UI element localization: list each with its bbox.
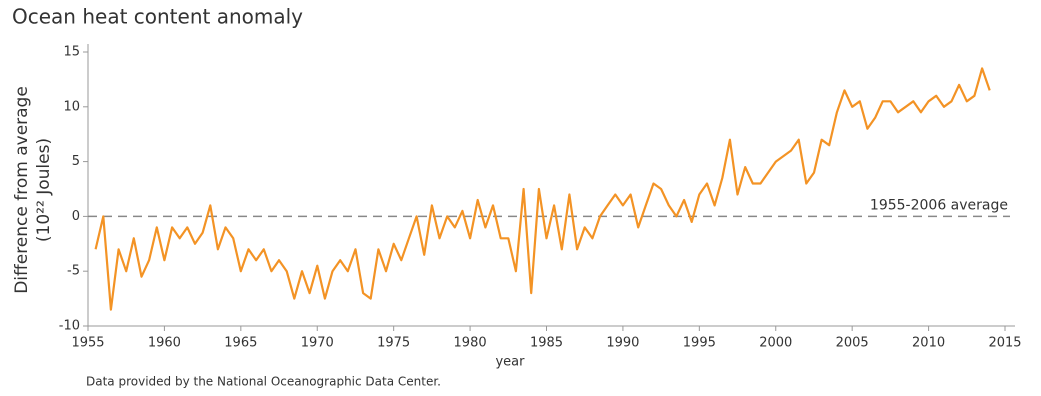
x-tick-label: 1960	[148, 336, 181, 351]
y-tick-label: 5	[72, 154, 80, 169]
y-tick-label: 0	[72, 209, 80, 224]
source-note: Data provided by the National Oceanograp…	[86, 375, 441, 389]
chart-title: Ocean heat content anomaly	[12, 5, 303, 29]
x-tick-label: 2015	[988, 336, 1021, 351]
x-tick-label: 1970	[301, 336, 334, 351]
x-axis-label: year	[495, 355, 525, 370]
x-tick-label: 1990	[606, 336, 639, 351]
y-tick-label: -5	[67, 264, 80, 279]
x-tick-label: 1965	[224, 336, 257, 351]
x-tick-label: 1975	[377, 336, 410, 351]
data-line	[94, 67, 991, 311]
y-axis-unit: (10²² Joules)	[34, 138, 54, 242]
x-tick-label: 1955	[71, 336, 104, 351]
reference-label: 1955-2006 average	[870, 197, 1008, 213]
x-tick-label: 2010	[912, 336, 945, 351]
x-tick-label: 1985	[530, 336, 563, 351]
y-tick-label: -10	[59, 319, 80, 334]
y-axis-label: Difference from average	[12, 86, 32, 294]
x-tick-label: 1980	[454, 336, 487, 351]
y-tick-label: 15	[63, 45, 80, 60]
x-tick-label: 2005	[836, 336, 869, 351]
x-tick-label: 1995	[683, 336, 716, 351]
y-tick-label: 10	[63, 99, 80, 114]
x-tick-label: 2000	[759, 336, 792, 351]
